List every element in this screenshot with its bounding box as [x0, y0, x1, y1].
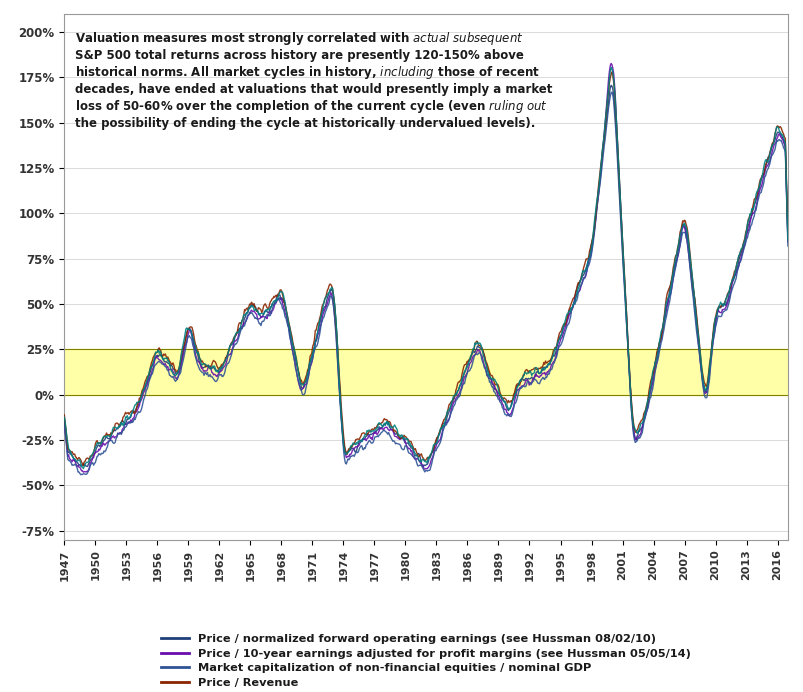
Legend: Price / normalized forward operating earnings (see Hussman 08/02/10), Price / 10: Price / normalized forward operating ear… [156, 630, 695, 692]
Bar [64, 349, 787, 394]
Text: Valuation measures most strongly correlated with $\it{actual\ subsequent}$
S&P 5: Valuation measures most strongly correla… [75, 30, 552, 130]
